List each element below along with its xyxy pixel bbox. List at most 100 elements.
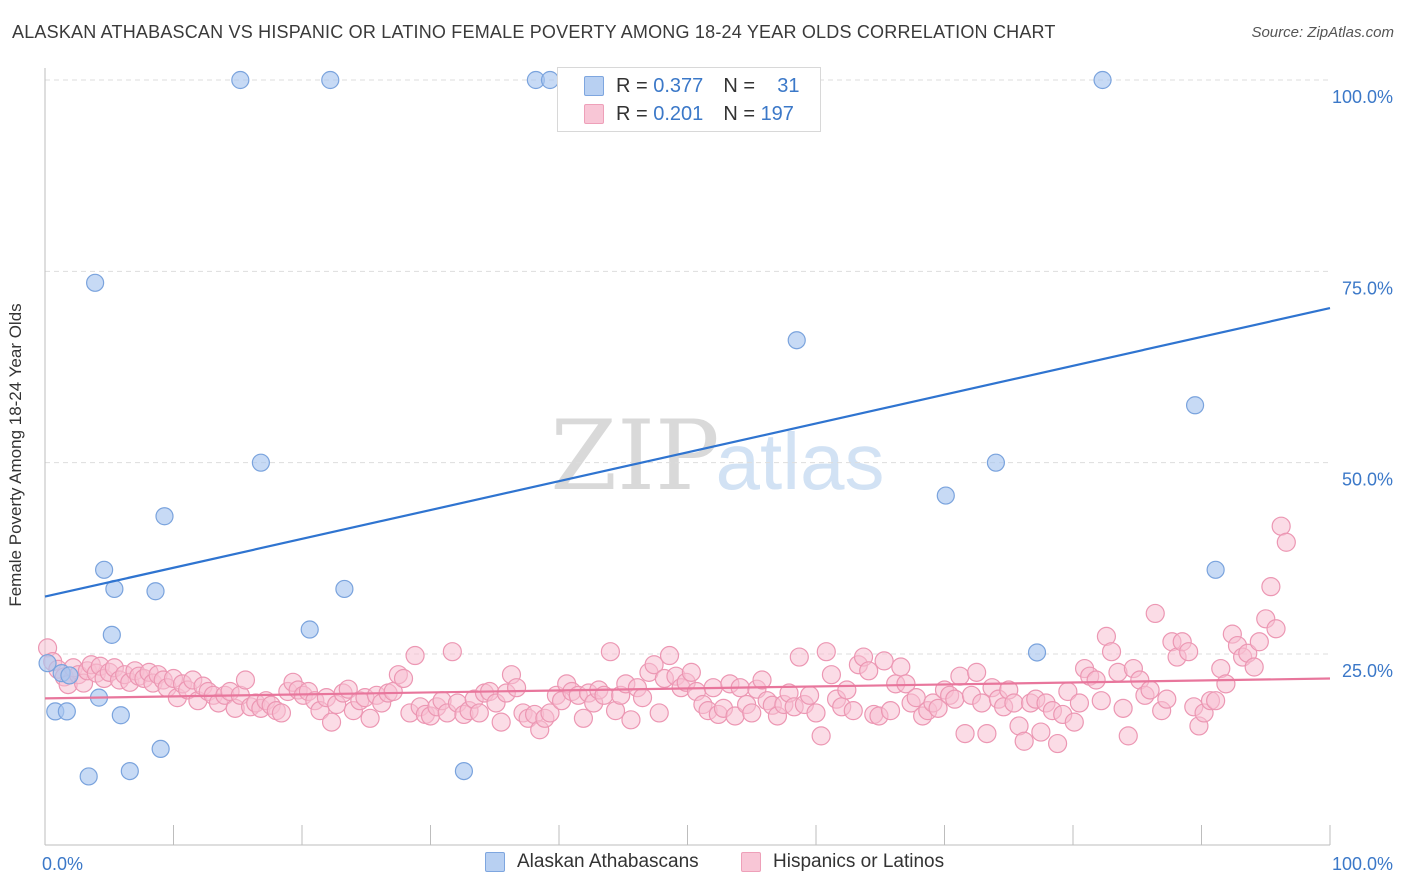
hispanic-point [1064, 712, 1084, 732]
hispanic-point [859, 661, 879, 681]
hispanic-point [393, 668, 414, 689]
legend-r-label: R = [616, 102, 648, 125]
athabascan-point [57, 702, 76, 721]
watermark-zip: ZIP [550, 400, 719, 512]
hispanic-point [632, 688, 653, 708]
hispanic-point [1014, 731, 1034, 751]
bottom-legend-swatch-blue [485, 852, 505, 872]
hispanic-point [874, 651, 894, 671]
athabascan-point [231, 70, 250, 90]
legend-n-value: 31 [777, 74, 800, 97]
bottom-legend: Alaskan Athabascans Hispanics or Latinos [0, 851, 1406, 879]
hispanic-point [1086, 670, 1106, 690]
hispanic-point [967, 662, 987, 682]
hispanic-point [837, 680, 857, 700]
y-tick-label: 25.0% [1342, 661, 1393, 681]
hispanic-point [271, 703, 292, 723]
athabascan-point [335, 579, 354, 599]
hispanic-point [659, 645, 680, 666]
hispanic-point [1206, 691, 1226, 711]
x-tick-label-min: 0.0% [42, 854, 83, 874]
hispanic-point [600, 642, 621, 662]
trend-lines [44, 306, 1331, 700]
y-tick-label: 100.0% [1332, 87, 1393, 107]
athabascan-point [251, 453, 270, 472]
hispanic-point [1118, 726, 1138, 746]
hispanic-point [1031, 722, 1051, 742]
hispanic-point [928, 698, 948, 718]
hispanic-point [1261, 577, 1281, 597]
athabascan-point [1185, 396, 1205, 415]
hispanic-point [972, 693, 992, 713]
athabascan-point [300, 620, 319, 639]
watermark: ZIP atlas [550, 400, 884, 512]
bottom-legend-swatch-pink [741, 852, 761, 872]
athabascan-point [1093, 70, 1112, 90]
watermark-atlas: atlas [716, 417, 885, 506]
hispanic-point [799, 685, 820, 705]
hispanic-point [1004, 693, 1024, 713]
hispanic-point [880, 701, 901, 721]
chart-title: ALASKAN ATHABASCAN VS HISPANIC OR LATINO… [12, 22, 1056, 42]
hispanic-point [752, 670, 772, 690]
athabascan-point [102, 625, 121, 644]
hispanic-point [1047, 733, 1068, 754]
athabascan-points [38, 70, 1225, 786]
hispanic-point [681, 662, 701, 682]
hispanic-point [789, 647, 809, 667]
athabascan-point [936, 486, 955, 505]
bottom-legend-hispanic: Hispanics or Latinos [741, 851, 944, 873]
hispanic-point [1244, 657, 1264, 677]
hispanic-point [469, 703, 489, 723]
hispanic-point [1069, 693, 1090, 713]
hispanic-point [1101, 642, 1122, 662]
hispanic-point [621, 710, 641, 730]
hispanic-point [1216, 674, 1236, 694]
hispanic-points [37, 516, 1296, 754]
legend-row-hispanic: R = 0.201 N = 197 [584, 101, 794, 127]
hispanic-point [649, 703, 669, 723]
axes [44, 68, 1331, 846]
bottom-legend-label: Hispanics or Latinos [773, 851, 945, 872]
athabascan-point [86, 273, 105, 292]
legend-swatch-pink [584, 104, 604, 124]
hispanic-trend-line [44, 677, 1331, 700]
athabascan-point [454, 761, 474, 781]
hispanic-point [843, 701, 863, 721]
legend-r-value: 0.377 [653, 74, 704, 97]
source-label: Source: ZipAtlas.com [1251, 24, 1394, 41]
hispanic-point [540, 703, 560, 723]
hispanic-point [644, 655, 664, 675]
athabascan-point [38, 654, 57, 673]
legend: R = 0.377 N = 31 R = 0.201 N = 197 [557, 67, 821, 132]
hispanic-point [821, 665, 842, 685]
x-tick-label-max: 100.0% [1332, 854, 1393, 874]
athabascan-trend-line [44, 306, 1331, 598]
hispanic-point [573, 708, 594, 728]
hispanic-point [235, 670, 256, 690]
hispanic-point [816, 642, 836, 662]
hispanic-point [977, 723, 997, 744]
gridlines [45, 79, 1330, 655]
athabascan-point [155, 507, 174, 526]
athabascan-point [787, 331, 806, 350]
legend-r-label: R = [616, 74, 648, 97]
y-tick-label: 50.0% [1342, 470, 1393, 490]
legend-n-label: N = [723, 102, 755, 125]
athabascan-point [1027, 643, 1047, 662]
hispanic-point [405, 645, 425, 666]
hispanic-point [1249, 632, 1269, 652]
legend-n-label: N = [723, 74, 755, 97]
athabascan-point [146, 582, 165, 601]
hispanic-point [1271, 516, 1291, 536]
athabascan-point [120, 761, 139, 781]
hispanic-point [950, 666, 970, 686]
hispanic-point [1157, 689, 1177, 709]
hispanic-point [1140, 680, 1160, 700]
hispanic-point [1179, 642, 1199, 662]
legend-swatch-blue [584, 76, 604, 96]
hispanic-point [1276, 532, 1296, 552]
hispanic-point [1266, 619, 1286, 639]
y-tick-label: 75.0% [1342, 278, 1393, 298]
hispanic-point [491, 712, 511, 732]
